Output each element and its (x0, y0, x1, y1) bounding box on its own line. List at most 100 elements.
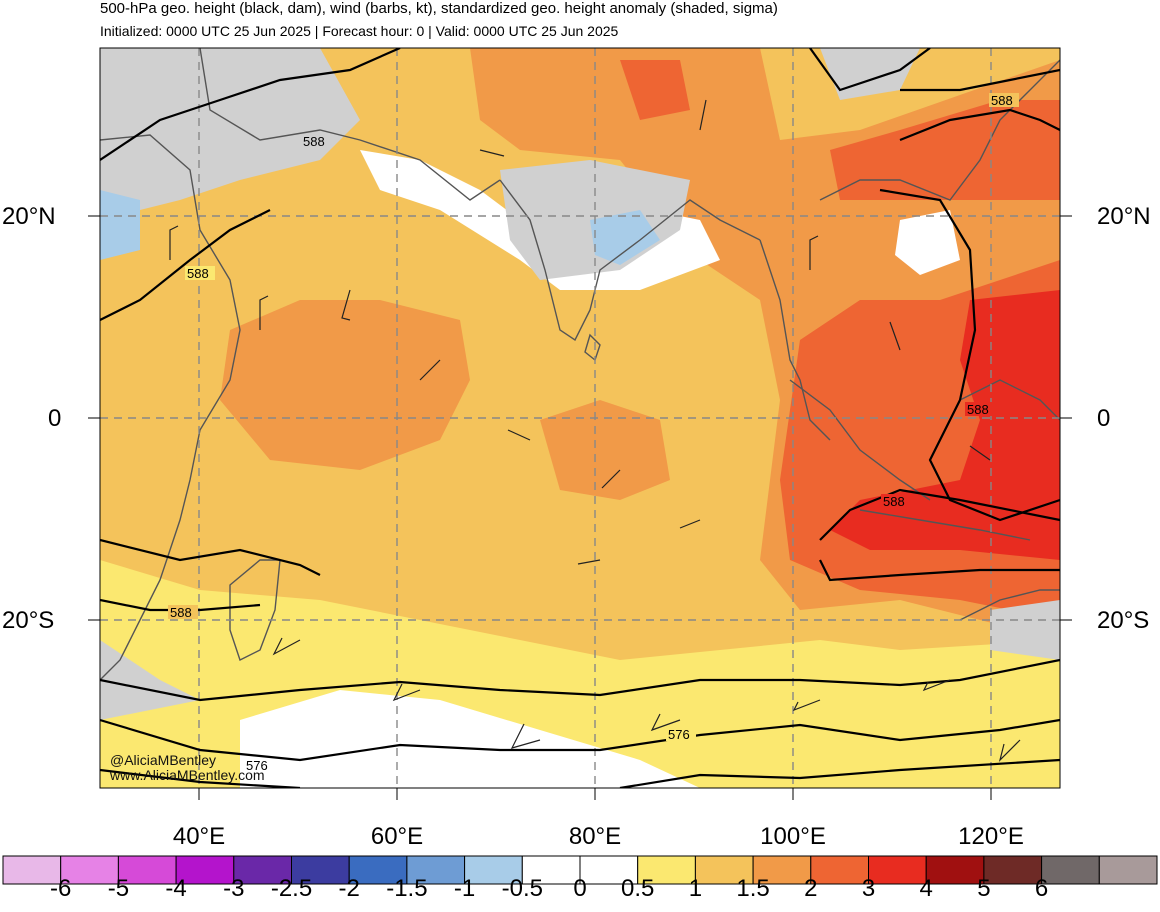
contour-588-sea (899, 108, 1060, 142)
madagascar-outline (229, 559, 281, 661)
anomaly-shading (100, 48, 1060, 788)
wind-barb (169, 225, 179, 260)
wind-barb (650, 713, 681, 732)
anomaly-2-north (620, 60, 690, 120)
colorbar-label: -1.5 (386, 875, 428, 902)
wind-barb (392, 683, 421, 702)
colorbar-swatch (233, 855, 293, 885)
wind-barb (259, 295, 269, 330)
colorbar-label: 5 (977, 875, 991, 902)
wind-barb (510, 723, 541, 749)
anomaly-2-5-east (830, 290, 1060, 560)
colorbar-label: -4 (165, 875, 187, 902)
colorbar-swatch (60, 855, 119, 885)
neutral-gray-north (820, 48, 920, 100)
contour-588-northeast (809, 48, 931, 92)
lat-label-equator: 0 (48, 405, 62, 432)
lat-label-equator-right: 0 (1097, 405, 1111, 432)
colorbar-label: -2.5 (270, 875, 313, 902)
contour-labels: 588 588 588 588 588 588 576 576 (168, 93, 1019, 773)
colorbar (2, 855, 1158, 885)
contour-label: 588 (170, 605, 192, 620)
neutral-gray-australia (990, 600, 1060, 660)
wind-barb (479, 149, 505, 157)
sumatra-coast (789, 379, 931, 501)
wind-barb (679, 519, 701, 529)
map-subtitle: Initialized: 0000 UTC 25 Jun 2025 | Fore… (100, 23, 619, 39)
arabia-coast (199, 48, 501, 201)
colorbar-label: 0 (573, 875, 587, 902)
anomaly-1-5-central (540, 400, 670, 500)
colorbar-swatch (1041, 855, 1100, 885)
colorbar-swatch (752, 855, 812, 885)
contour-588-ridge (879, 188, 1060, 522)
colorbar-label: -3 (223, 875, 245, 902)
colorbar-swatch (925, 855, 985, 885)
credit-website: www.AliciaMBentley.com (110, 767, 265, 783)
wind-barb (969, 445, 991, 461)
wind-barbs (169, 99, 1021, 762)
neutral-gray-northwest (100, 48, 360, 220)
contour-label: 588 (187, 266, 209, 281)
colorbar-label: -1 (453, 875, 476, 902)
lon-label-120e: 120°E (958, 823, 1024, 850)
wind-barb (507, 429, 531, 441)
wind-barb (419, 359, 441, 381)
axis-ticks (88, 215, 1072, 800)
lat-label-20n: 20°N (2, 203, 56, 230)
colorbar-swatch (983, 855, 1043, 885)
wind-barb (998, 739, 1021, 762)
borneo-coast (959, 379, 1060, 421)
colorbar-swatch (637, 855, 696, 885)
neutral-gray-southafrica (100, 640, 200, 720)
colorbar-label: -5 (107, 875, 130, 902)
contour-label: 588 (303, 134, 325, 149)
china-coast (819, 59, 1060, 201)
wind-barb (809, 235, 819, 270)
wind-barb (889, 321, 901, 351)
contour-label: 588 (883, 494, 905, 509)
colorbar-swatch (348, 855, 408, 885)
map-title: 500-hPa geo. height (black, dam), wind (… (100, 0, 778, 17)
colorbar-label: 1.5 (736, 875, 770, 902)
colorbar-swatch (810, 855, 869, 885)
contour-582 (100, 658, 1060, 702)
contour-576 (100, 718, 1060, 762)
contour-label: 576 (668, 727, 690, 742)
wind-barb (792, 699, 821, 712)
india-coast (499, 179, 761, 342)
neutral-blue-africa (100, 190, 140, 260)
colorbar-swatch (868, 855, 927, 885)
contour-588-east (900, 68, 1060, 92)
contour-588-north (100, 48, 401, 161)
wind-barb (577, 559, 601, 565)
colorbar-label: -2 (338, 875, 360, 902)
wind-barb (341, 289, 351, 321)
colorbar-label: 3 (861, 875, 876, 902)
lat-label-20s: 20°S (2, 607, 55, 634)
contour-label: 588 (991, 93, 1013, 108)
lat-label-20n-right: 20°N (1097, 203, 1151, 230)
lon-label-60e: 60°E (370, 823, 424, 850)
colorbar-label: 0.5 (621, 875, 655, 902)
australia-coast (959, 589, 1060, 621)
wind-barb (601, 469, 621, 489)
anomaly-1-5-west (220, 300, 470, 470)
colorbar-label: 1 (688, 875, 703, 902)
neutral-blue-india (590, 210, 660, 265)
credit-handle: @AliciaMBentley (110, 752, 217, 768)
lon-label-100e: 100°E (760, 823, 826, 850)
malay-coast (759, 239, 831, 441)
contour-label: 576 (246, 758, 268, 773)
colorbar-swatch (406, 855, 466, 885)
neutral-south (240, 690, 700, 788)
colorbar-label: -6 (50, 875, 72, 902)
colorbar-label: -0.5 (501, 875, 543, 902)
contour-588-indonesia (819, 488, 1060, 541)
lon-label-80e: 80°E (568, 823, 622, 850)
colorbar-swatch (117, 855, 177, 885)
contour-576-west (100, 768, 301, 788)
contour-588-africa (100, 209, 271, 321)
colorbar-label: 6 (1034, 875, 1049, 902)
